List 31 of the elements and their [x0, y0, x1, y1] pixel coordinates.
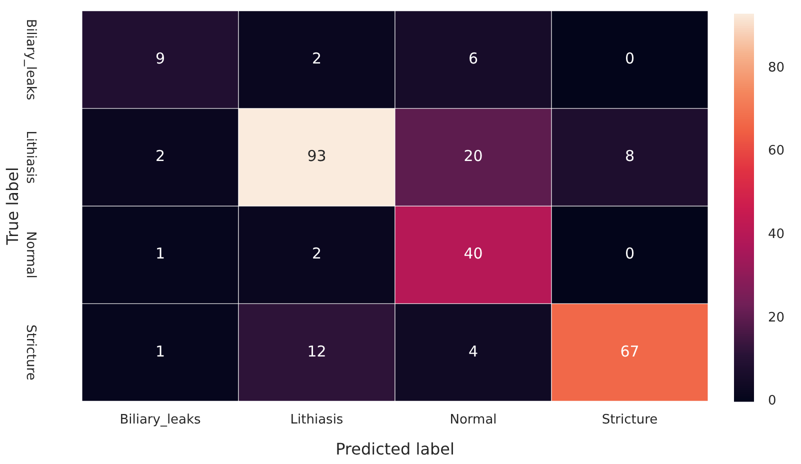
- data-label: 2: [155, 147, 166, 166]
- color-bar-label: 20: [768, 310, 785, 326]
- color-bar-label: 40: [768, 226, 785, 242]
- data-label: 9: [155, 49, 166, 68]
- data-label: 40: [464, 244, 483, 263]
- data-label: 20: [464, 147, 483, 166]
- data-label: 67: [620, 342, 640, 360]
- data-label: 93: [307, 147, 326, 166]
- y-tick-label: Normal: [23, 231, 38, 278]
- y-tick-label: Stricture: [23, 324, 38, 380]
- color-bar-label: 0: [768, 394, 776, 409]
- color-bar-label: 60: [768, 144, 785, 159]
- x-tick-label: Lithiasis: [290, 412, 344, 428]
- data-label: 2: [312, 49, 322, 68]
- data-label: 2: [312, 244, 322, 263]
- data-label: 12: [307, 342, 326, 360]
- x-axis-title: Predicted label: [336, 440, 454, 459]
- data-label: 6: [468, 49, 478, 68]
- data-label: 1: [155, 244, 166, 263]
- y-tick-label: Biliary_leaks: [23, 19, 38, 100]
- data-label: 4: [468, 342, 478, 360]
- x-tick-label: Biliary_leaks: [120, 412, 202, 428]
- data-label: 0: [624, 49, 635, 68]
- data-label: 8: [624, 147, 635, 166]
- y-tick-label: Lithiasis: [23, 130, 38, 184]
- y-axis-title: True label: [2, 167, 22, 246]
- x-tick-label: Stricture: [602, 412, 658, 428]
- data-label: 0: [624, 244, 635, 263]
- data-label: 1: [155, 342, 166, 360]
- x-tick-label: Normal: [450, 412, 497, 428]
- color-bar-label: 80: [768, 60, 785, 76]
